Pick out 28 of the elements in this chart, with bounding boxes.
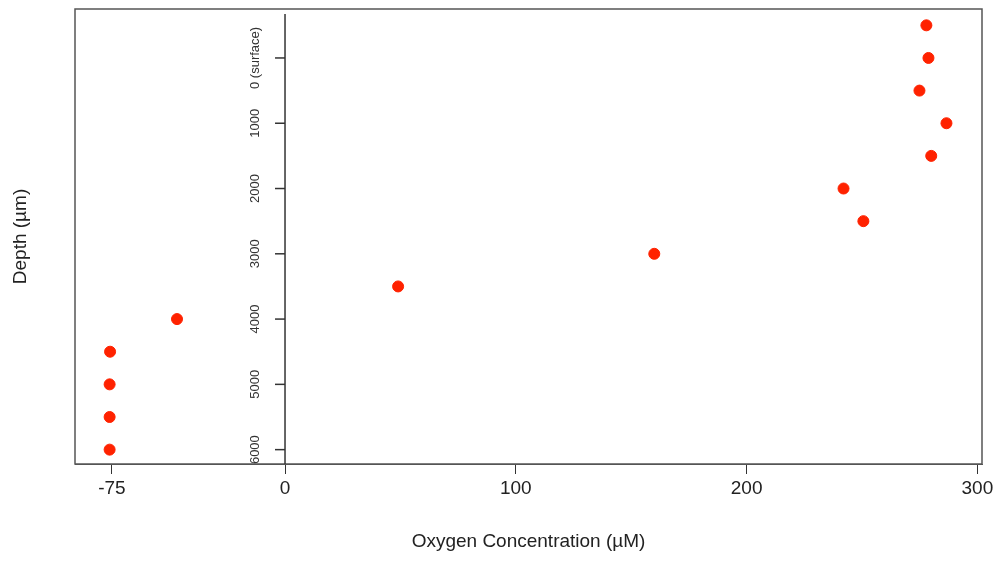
y-axis-title: Depth (µm) <box>8 188 30 285</box>
x-tick-label: -75 <box>98 476 126 498</box>
y-tick-label: 5000 <box>246 369 262 399</box>
point <box>940 117 953 130</box>
point <box>920 19 933 32</box>
x-tick-label: 0 <box>279 476 291 498</box>
y-tick-label: 1000 <box>246 108 262 138</box>
point <box>913 84 926 97</box>
point <box>922 51 935 64</box>
point <box>103 443 116 456</box>
point <box>857 215 870 228</box>
point <box>104 345 117 358</box>
point <box>837 182 850 195</box>
y-tick-label: 3000 <box>246 239 262 269</box>
y-tick-label: 2000 <box>246 174 262 203</box>
point <box>925 149 938 162</box>
x-tick-label: 100 <box>499 476 532 498</box>
y-tick-label: 6000 <box>246 435 262 465</box>
point <box>103 378 116 391</box>
point <box>171 313 184 326</box>
x-tick-label: 300 <box>961 476 994 498</box>
x-tick-label: 200 <box>730 476 763 498</box>
point <box>648 247 661 260</box>
point <box>103 411 116 423</box>
y-tick-label: 0 (surface) <box>246 26 262 90</box>
point <box>392 280 405 293</box>
x-axis-title: Oxygen Concentration (µM) <box>411 529 646 551</box>
y-tick-label: 4000 <box>246 304 262 334</box>
